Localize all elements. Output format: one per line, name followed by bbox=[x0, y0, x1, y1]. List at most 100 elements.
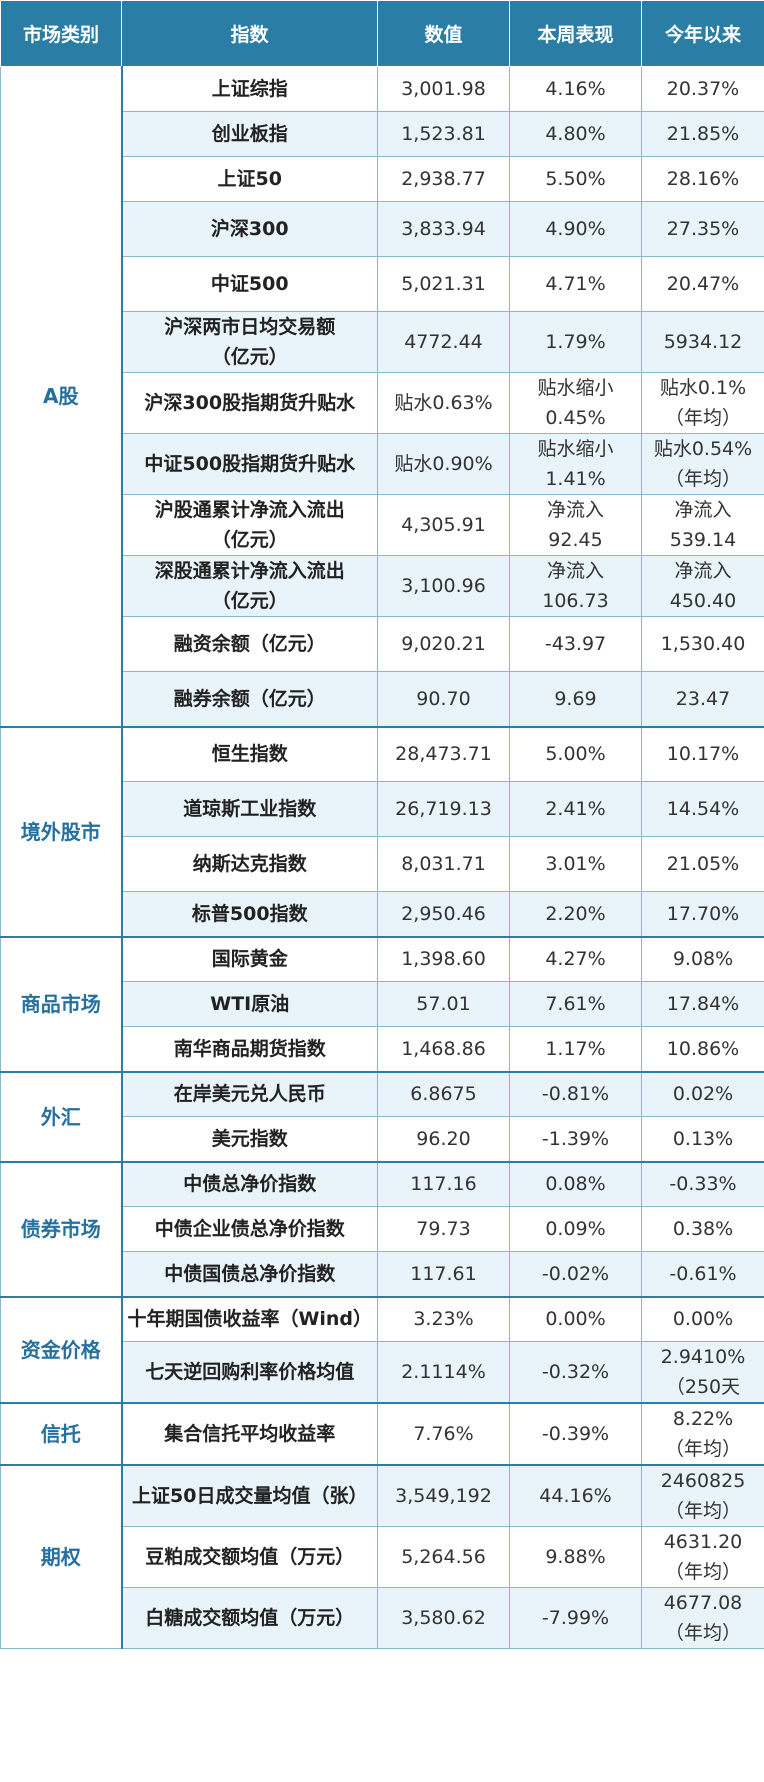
value-cell-text: 7.76% bbox=[413, 1423, 474, 1445]
ytd-change-cell-text: 0.38% bbox=[672, 1218, 734, 1240]
table-row: 沪深两市日均交易额 （亿元） 4772.44 1.79% 5934.12 bbox=[1, 311, 764, 373]
index-name-cell: 沪深两市日均交易额 （亿元） bbox=[121, 311, 378, 373]
index-name-cell: 纳斯达克指数 bbox=[121, 836, 378, 892]
index-name-cell-text: 中债企业债总净价指数 bbox=[154, 1218, 345, 1240]
ytd-change-cell-text: 2.9410% （250天 bbox=[660, 1346, 746, 1398]
index-name-cell-text: 融券余额（亿元） bbox=[173, 687, 326, 710]
index-name-cell-text: 白糖成交额均值（万元） bbox=[145, 1607, 355, 1629]
value-cell: 5,264.56 bbox=[377, 1526, 510, 1588]
week-change-cell: 5.00% bbox=[509, 725, 642, 782]
week-change-cell: -0.02% bbox=[509, 1251, 642, 1297]
index-name-cell-text: 沪深300 bbox=[210, 218, 289, 240]
index-name-cell-text: 豆粕成交额均值（万元） bbox=[145, 1546, 355, 1568]
value-cell-text: 3,100.96 bbox=[401, 575, 486, 597]
ytd-change-cell: 14.54% bbox=[641, 781, 764, 837]
category-cell: 境外股市 bbox=[0, 725, 123, 937]
index-name-cell: 七天逆回购利率价格均值 bbox=[121, 1341, 378, 1404]
week-change-cell: 0.08% bbox=[509, 1160, 642, 1207]
value-cell: 96.20 bbox=[377, 1116, 510, 1162]
category-cell: 信托 bbox=[0, 1402, 123, 1466]
week-change-cell-text: 0.00% bbox=[545, 1308, 606, 1331]
index-name-cell-text: 道琼斯工业指数 bbox=[183, 798, 317, 820]
week-change-cell: 净流入 92.45 bbox=[509, 494, 642, 556]
week-change-cell: 4.27% bbox=[509, 935, 642, 982]
index-name-cell: 融资余额（亿元） bbox=[121, 616, 378, 672]
header-index: 指数 bbox=[121, 0, 378, 67]
week-change-cell: -0.39% bbox=[509, 1402, 642, 1466]
ytd-change-cell: 23.47 bbox=[641, 671, 764, 727]
index-name-cell-text: 美元指数 bbox=[211, 1127, 288, 1150]
index-name-cell: 融券余额（亿元） bbox=[121, 671, 378, 727]
header-value: 数值 bbox=[377, 0, 510, 67]
week-change-cell-text: 2.20% bbox=[545, 902, 606, 925]
ytd-change-cell-text: 8.22% （年均） bbox=[664, 1408, 741, 1460]
index-name-cell: 中债国债总净价指数 bbox=[121, 1251, 378, 1297]
table-row: 深股通累计净流入流出 （亿元） 3,100.96 净流入 106.73 净流入 450… bbox=[1, 555, 764, 617]
index-name-cell-text: 在岸美元兑人民币 bbox=[173, 1083, 326, 1106]
value-cell: 57.01 bbox=[377, 981, 510, 1027]
category-cell: 商品市场 bbox=[0, 935, 123, 1072]
index-name-cell: 沪股通累计净流入流出 （亿元） bbox=[121, 494, 378, 556]
ytd-change-cell-text: 23.47 bbox=[675, 687, 731, 710]
index-name-cell-text: 上证50 bbox=[217, 168, 282, 190]
value-cell: 贴水0.63% bbox=[377, 372, 510, 434]
index-name-cell: 国际黄金 bbox=[121, 935, 378, 982]
ytd-change-cell: 21.05% bbox=[641, 836, 764, 892]
index-name-cell-text: 集合信托平均收益率 bbox=[164, 1423, 336, 1445]
ytd-change-cell: 21.85% bbox=[641, 111, 764, 157]
ytd-change-cell: 0.38% bbox=[641, 1206, 764, 1252]
week-change-cell-text: 4.71% bbox=[545, 273, 606, 295]
table-row: 中证500 5,021.31 4.71% 20.47% bbox=[1, 256, 764, 312]
week-change-cell: -1.39% bbox=[509, 1116, 642, 1162]
value-cell: 6.8675 bbox=[377, 1070, 510, 1117]
index-name-cell-text: 南华商品期货指数 bbox=[173, 1037, 326, 1060]
ytd-change-cell-text: 0.13% bbox=[672, 1127, 734, 1150]
table-row: 中债国债总净价指数 117.61 -0.02% -0.61% bbox=[1, 1251, 764, 1297]
week-change-cell: -7.99% bbox=[509, 1587, 642, 1649]
index-name-cell: 十年期国债收益率（Wind） bbox=[121, 1295, 378, 1342]
ytd-change-cell-text: 17.84% bbox=[666, 993, 740, 1015]
table-row: 债券市场 中债总净价指数 117.16 0.08% -0.33% bbox=[0, 1160, 764, 1297]
table-row: A股 上证综指 3,001.98 4.16% 20.37% bbox=[0, 66, 764, 727]
value-cell: 1,523.81 bbox=[377, 111, 510, 157]
value-cell-text: 3,001.98 bbox=[401, 78, 486, 100]
table-row: 美元指数 96.20 -1.39% 0.13% bbox=[1, 1116, 764, 1162]
week-change-cell-text: 净流入 92.45 bbox=[546, 499, 604, 551]
ytd-change-cell-text: 20.37% bbox=[666, 78, 740, 100]
table-row: 标普500指数 2,950.46 2.20% 17.70% bbox=[1, 891, 764, 937]
value-cell: 5,021.31 bbox=[377, 256, 510, 312]
week-change-cell-text: 5.50% bbox=[545, 168, 606, 190]
index-name-cell: 深股通累计净流入流出 （亿元） bbox=[121, 555, 378, 617]
index-name-cell: 上证50 bbox=[121, 156, 378, 202]
index-name-cell-text: 创业板指 bbox=[211, 123, 288, 145]
ytd-change-cell-text: 10.17% bbox=[666, 743, 740, 766]
week-change-cell-text: 44.16% bbox=[539, 1485, 612, 1507]
index-name-cell-text: 国际黄金 bbox=[211, 948, 288, 971]
ytd-change-cell: 0.02% bbox=[641, 1070, 764, 1117]
header-week: 本周表现 bbox=[509, 0, 642, 67]
week-change-cell-text: -7.99% bbox=[541, 1607, 610, 1629]
value-cell-text: 117.16 bbox=[410, 1173, 477, 1196]
week-change-cell: 9.88% bbox=[509, 1526, 642, 1588]
value-cell: 7.76% bbox=[377, 1402, 510, 1466]
week-change-cell: 2.41% bbox=[509, 781, 642, 837]
index-name-cell: 美元指数 bbox=[121, 1116, 378, 1162]
index-name-cell: 标普500指数 bbox=[121, 891, 378, 937]
ytd-change-cell: 10.86% bbox=[641, 1026, 764, 1072]
ytd-change-cell: 4631.20 （年均） bbox=[641, 1526, 764, 1588]
value-cell: 9,020.21 bbox=[377, 616, 510, 672]
ytd-change-cell: 净流入 450.40 bbox=[641, 555, 764, 617]
index-name-cell: 白糖成交额均值（万元） bbox=[121, 1587, 378, 1649]
week-change-cell: 3.01% bbox=[509, 836, 642, 892]
ytd-change-cell-text: 贴水0.1% （年均） bbox=[659, 377, 747, 429]
week-change-cell-text: -0.02% bbox=[541, 1262, 610, 1285]
table-row: 融资余额（亿元） 9,020.21 -43.97 1,530.40 bbox=[1, 616, 764, 672]
value-cell-text: 96.20 bbox=[416, 1127, 471, 1150]
value-cell: 28,473.71 bbox=[377, 725, 510, 782]
week-change-cell: 4.16% bbox=[509, 66, 642, 112]
ytd-change-cell: 贴水0.1% （年均） bbox=[641, 372, 764, 434]
ytd-change-cell: 17.70% bbox=[641, 891, 764, 937]
week-change-cell-text: 3.01% bbox=[545, 853, 606, 875]
week-change-cell-text: -1.39% bbox=[541, 1127, 610, 1150]
value-cell-text: 1,468.86 bbox=[401, 1037, 486, 1060]
